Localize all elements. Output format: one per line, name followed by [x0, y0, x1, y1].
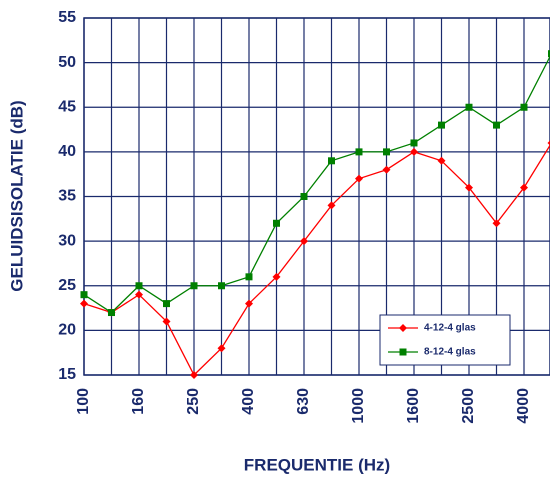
x-tick-label: 250	[185, 388, 202, 415]
marker	[410, 147, 418, 156]
y-tick-label: 15	[58, 366, 76, 383]
series-line	[83, 144, 550, 377]
series-group	[80, 50, 550, 379]
y-tick-label: 40	[58, 143, 76, 160]
marker	[163, 300, 170, 308]
x-tick-label: 1600	[405, 388, 422, 424]
x-axis-title: FREQUENTIE (Hz)	[244, 455, 390, 474]
marker	[437, 156, 446, 165]
marker	[80, 299, 88, 308]
marker	[399, 324, 407, 332]
marker	[438, 121, 445, 129]
marker	[399, 348, 407, 356]
marker	[135, 290, 143, 299]
marker	[108, 309, 115, 317]
marker	[190, 282, 198, 290]
marker	[300, 193, 308, 200]
x-tick-label: 1000	[350, 388, 367, 424]
marker	[465, 183, 473, 192]
marker	[382, 165, 391, 174]
y-tick-label: 20	[58, 322, 76, 339]
marker	[190, 371, 198, 379]
marker	[520, 183, 528, 192]
marker	[410, 139, 418, 147]
marker	[218, 282, 225, 290]
y-tick-label: 30	[58, 232, 76, 249]
x-tick-label: 630	[295, 388, 312, 415]
legend-label: 4-12-4 glas	[424, 323, 476, 334]
x-tick-label: 100	[75, 388, 92, 415]
marker	[328, 157, 335, 165]
y-tick-label: 55	[58, 9, 76, 26]
marker	[273, 219, 280, 227]
legend-label: 8-12-4 glas	[424, 347, 476, 358]
marker	[135, 282, 143, 290]
y-tick-label: 50	[58, 54, 76, 71]
marker	[465, 103, 473, 111]
x-tick-label: 160	[130, 388, 147, 415]
marker	[493, 121, 500, 129]
marker	[217, 344, 226, 353]
marker	[492, 219, 501, 228]
series-line	[83, 55, 550, 314]
marker	[520, 103, 528, 111]
marker	[355, 174, 363, 183]
y-axis-title: GELUIDSISOLATIE (dB)	[7, 100, 26, 291]
x-tick-label: 4000	[515, 388, 532, 424]
y-tick-label: 25	[58, 277, 76, 294]
y-tick-label: 45	[58, 98, 76, 115]
y-tick-label: 35	[58, 188, 76, 205]
legend-box	[379, 314, 511, 366]
marker	[355, 148, 363, 156]
marker	[327, 201, 336, 210]
marker	[548, 50, 550, 58]
marker	[162, 317, 171, 326]
marker	[383, 148, 390, 156]
marker	[245, 273, 253, 281]
marker	[547, 140, 550, 146]
marker	[272, 272, 281, 281]
marker	[245, 299, 253, 308]
marker	[300, 237, 308, 246]
marker	[80, 291, 88, 299]
x-tick-label: 400	[240, 388, 257, 415]
x-tick-label: 2500	[460, 388, 477, 424]
